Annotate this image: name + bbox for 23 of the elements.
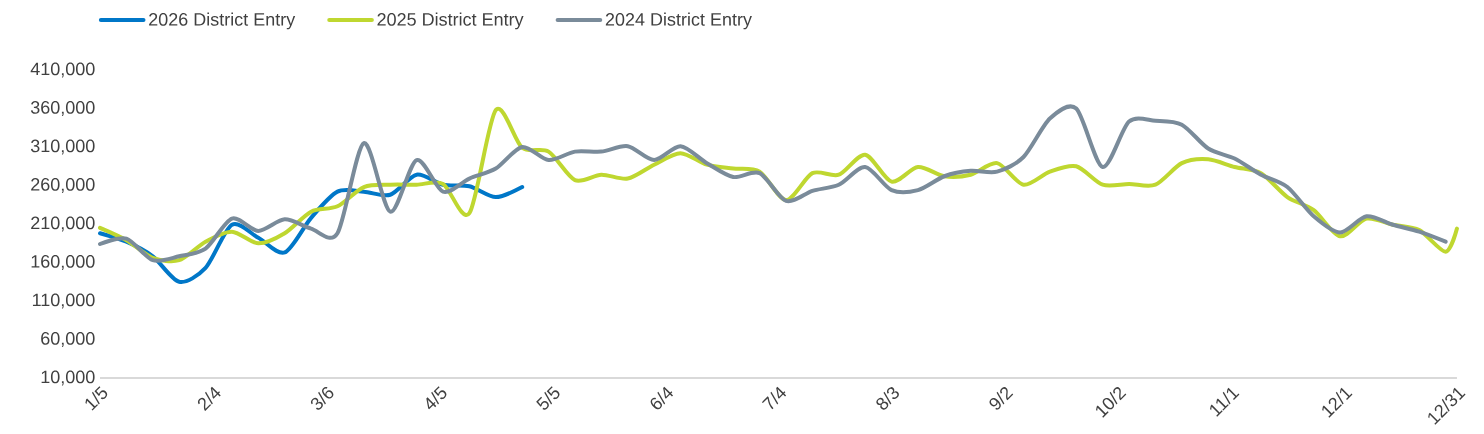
legend-label: 2026 District Entry xyxy=(149,12,296,30)
y-tick-label: 10,000 xyxy=(41,370,95,386)
x-tick-label: 4/5 xyxy=(426,386,447,410)
x-tick-label: 8/3 xyxy=(876,387,899,410)
x-tick-label: 2/4 xyxy=(197,386,221,411)
y-tick-label: 410,000 xyxy=(30,62,95,78)
x-tick-label: 9/2 xyxy=(989,387,1014,410)
y-tick-label: 360,000 xyxy=(30,101,95,116)
y-tick-label: 110,000 xyxy=(32,293,95,309)
x-tick-label: 12/1 xyxy=(1322,387,1353,418)
legend-label: 2024 District Entry xyxy=(605,12,752,30)
y-tick-label: 260,000 xyxy=(31,178,95,193)
legend-label: 2025 District Entry xyxy=(377,12,524,30)
y-tick-label: 60,000 xyxy=(41,332,95,347)
y-tick-label: 310,000 xyxy=(30,139,95,155)
x-tick-label: 3/6 xyxy=(310,387,334,410)
x-tick-label: 6/4 xyxy=(650,386,674,410)
y-tick-label: 210,000 xyxy=(31,216,95,232)
x-tick-label: 11/1 xyxy=(1210,387,1240,417)
y-tick-label: 160,000 xyxy=(31,255,95,270)
x-tick-label: 1/5 xyxy=(85,386,108,411)
x-tick-label: 5/5 xyxy=(536,386,560,410)
x-tick-label: 7/4 xyxy=(761,386,787,410)
